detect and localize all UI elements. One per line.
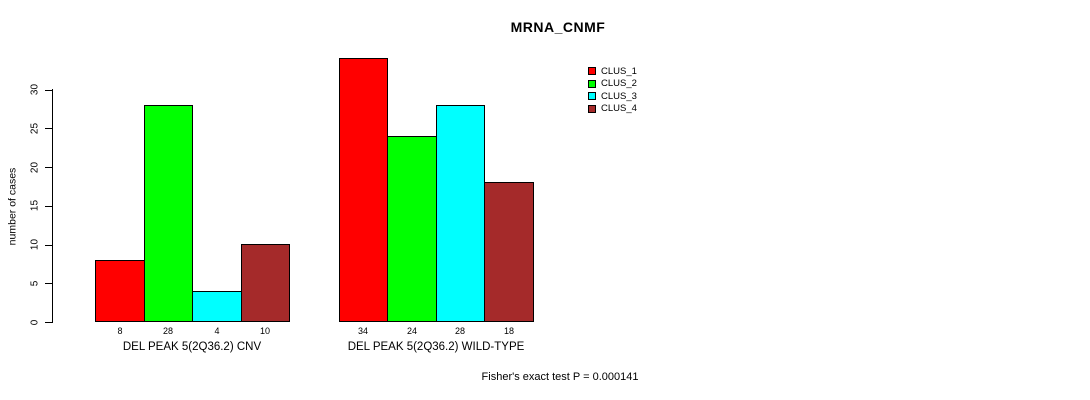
legend-entry-clus_4: CLUS_4 <box>588 103 637 116</box>
bar-clus_1-group1 <box>95 260 145 322</box>
bar-clus_3-group1 <box>192 291 242 322</box>
y-axis-tick-label: 20 <box>29 161 41 174</box>
legend-swatch-clus_2 <box>588 79 596 88</box>
legend: CLUS_1 CLUS_2 CLUS_3 CLUS_4 <box>588 65 637 115</box>
legend-swatch-clus_4 <box>588 104 596 113</box>
y-axis-tick-label: 25 <box>29 122 41 135</box>
legend-entry-clus_1: CLUS_1 <box>588 65 637 78</box>
bar-clus_4-group2 <box>484 182 534 322</box>
legend-entry-label: CLUS_3 <box>601 90 637 102</box>
y-axis-tick <box>45 205 52 207</box>
bar-clus_4-group1 <box>241 244 290 322</box>
bar-value-label: 18 <box>503 326 514 336</box>
legend-swatch-clus_3 <box>588 92 596 101</box>
y-axis-tick <box>45 167 52 168</box>
chart-title: MRNA_CNMF <box>510 19 606 35</box>
y-axis-tick-label: 0 <box>29 319 41 326</box>
legend-entry-label: CLUS_1 <box>601 65 637 77</box>
y-axis-label: number of cases <box>6 167 19 246</box>
y-axis-line <box>52 88 53 323</box>
legend-swatch-clus_1 <box>588 67 596 76</box>
bar-value-label: 28 <box>162 326 173 336</box>
fisher-test-annotation: Fisher's exact test P = 0.000141 <box>481 371 639 383</box>
group-label-2: DEL PEAK 5(2Q36.2) WILD-TYPE <box>347 341 525 353</box>
y-axis-tick <box>45 322 52 323</box>
bar-value-label: 8 <box>117 326 123 336</box>
legend-entry-clus_2: CLUS_2 <box>588 78 637 91</box>
y-axis-tick <box>45 128 52 130</box>
group-label-1: DEL PEAK 5(2Q36.2) CNV <box>122 341 262 353</box>
y-axis-tick-label: 30 <box>29 83 41 96</box>
bar-value-label: 10 <box>259 326 270 336</box>
bar-clus_3-group2 <box>436 105 485 322</box>
legend-entry-label: CLUS_4 <box>601 103 637 115</box>
bar-value-label: 34 <box>357 326 368 336</box>
bar-clus_1-group2 <box>339 58 388 322</box>
y-axis-tick <box>45 283 52 285</box>
y-axis-tick <box>45 89 52 91</box>
legend-entry-clus_3: CLUS_3 <box>588 90 637 103</box>
bar-value-label: 24 <box>406 326 417 336</box>
y-axis-tick-label: 15 <box>29 199 41 212</box>
legend-entry-label: CLUS_2 <box>601 78 637 90</box>
bar-clus_2-group1 <box>144 105 193 322</box>
bar-value-label: 4 <box>214 326 220 336</box>
y-axis-tick-label: 10 <box>29 238 41 251</box>
bar-clus_2-group2 <box>387 136 437 322</box>
bar-value-label: 28 <box>454 326 465 336</box>
y-axis-tick-label: 5 <box>29 280 41 287</box>
y-axis-tick <box>45 244 52 246</box>
